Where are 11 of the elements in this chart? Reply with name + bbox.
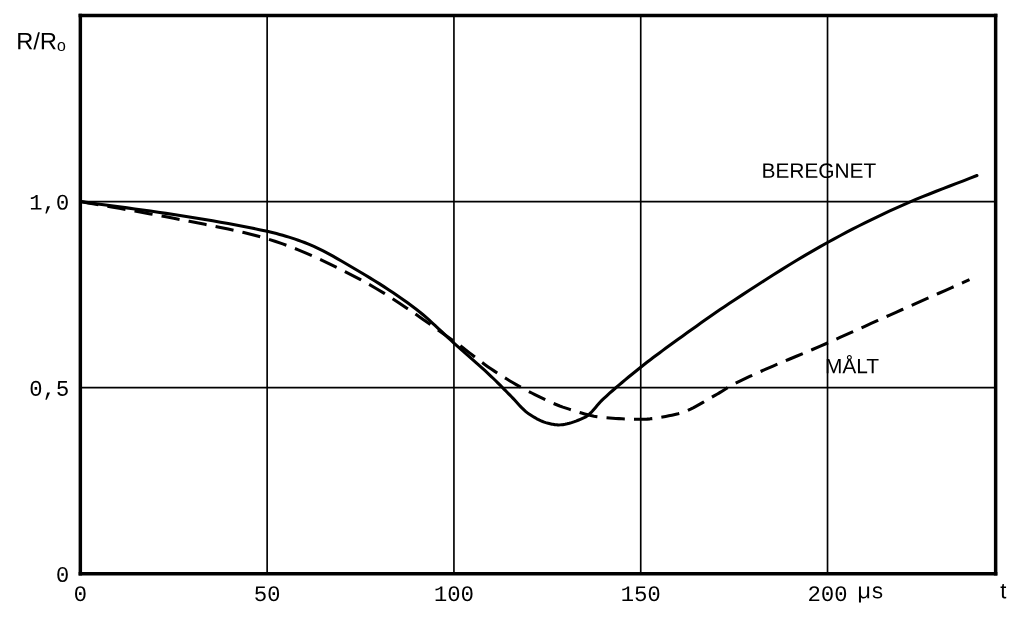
y-tick-label: 0,5 [30, 380, 68, 400]
x-tick-label: 0 [75, 586, 86, 602]
x-axis-title: t [1000, 583, 1007, 599]
x-tick-label: 200 [809, 586, 847, 602]
x-tick-label: 50 [255, 586, 280, 602]
y-tick-label: 0 [57, 567, 68, 583]
y-tick-label: 1,0 [30, 194, 68, 214]
x-tick-label: 150 [622, 586, 660, 602]
x-tick-label: 100 [435, 586, 473, 602]
y-axis-title: R/Rₒ [18, 32, 66, 52]
text: µs [858, 586, 883, 603]
